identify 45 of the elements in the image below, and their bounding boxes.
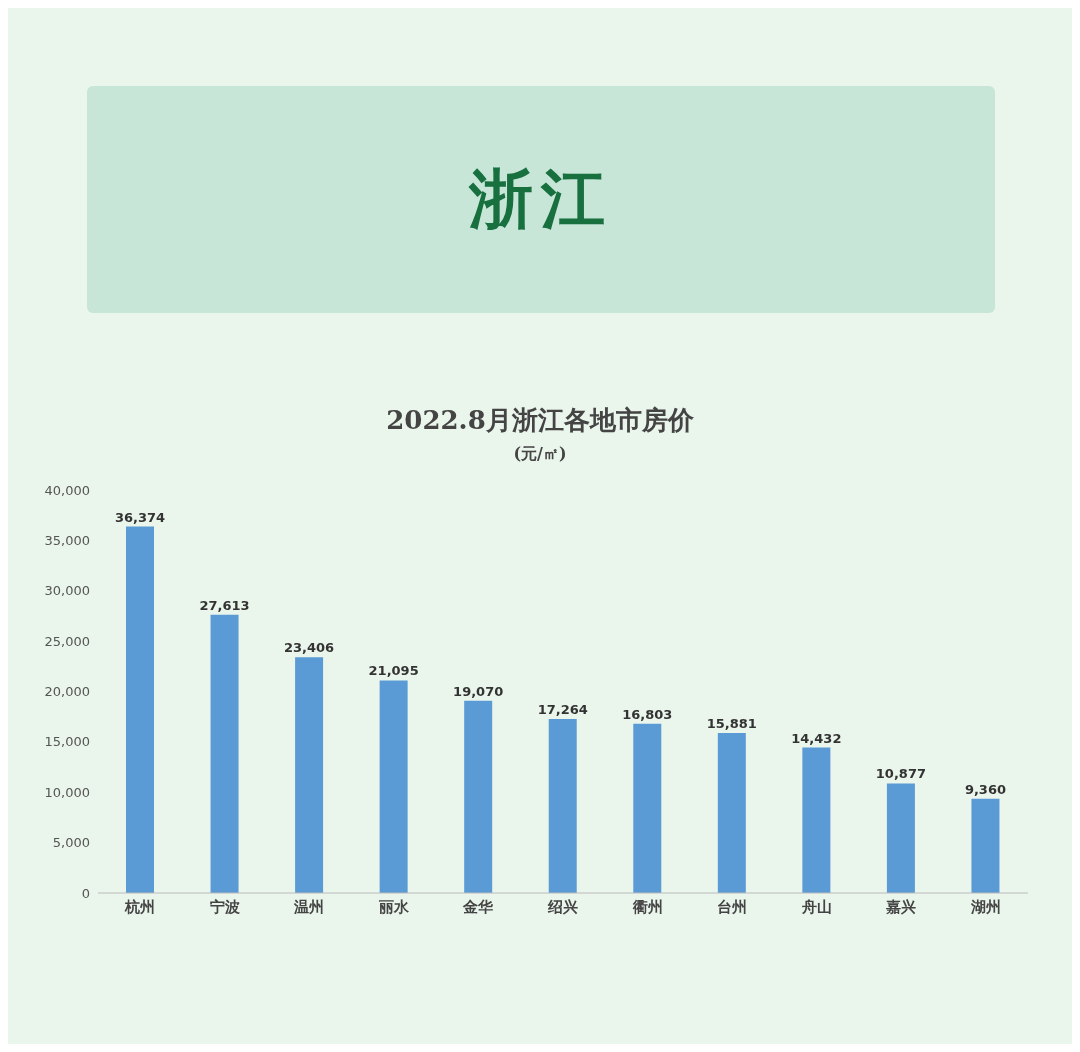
bar	[379, 680, 408, 893]
x-tick-label: 舟山	[800, 897, 832, 916]
bar	[548, 719, 577, 893]
bar	[802, 747, 831, 893]
text: (元/㎡)	[512, 444, 568, 465]
chart-title: 浙江	[469, 161, 613, 238]
x-tick-label: 台州	[717, 897, 748, 916]
data-label: 15,881	[706, 716, 757, 731]
x-tick-label: 金华	[462, 897, 495, 916]
bar	[295, 657, 324, 893]
y-tick-label: 15,000	[44, 734, 90, 750]
x-tick-label: 嘉兴	[886, 897, 917, 916]
x-tick-label: 丽水	[377, 897, 410, 916]
y-tick-label: 30,000	[44, 583, 90, 599]
data-label: 9,360	[964, 781, 1007, 797]
data-label: 14,432	[791, 730, 842, 746]
bar	[886, 783, 915, 893]
x-tick-label: 温州	[293, 897, 325, 916]
y-tick-label: 5,000	[52, 835, 90, 851]
bar	[633, 723, 662, 893]
data-label: 27,613	[199, 597, 250, 613]
y-tick-label: 40,000	[44, 482, 90, 498]
y-tick-label: 25,000	[44, 633, 90, 649]
bar	[971, 798, 1000, 893]
x-tick-label: 绍兴	[547, 897, 578, 916]
data-label: 10,877	[875, 766, 926, 782]
data-label: 21,095	[368, 663, 419, 679]
x-tick-label: 衢州	[631, 897, 663, 916]
bar	[210, 614, 239, 893]
x-tick-label: 湖州	[969, 897, 1001, 916]
data-label: 16,803	[622, 706, 673, 722]
y-tick-label: 35,000	[44, 532, 90, 548]
bar	[717, 733, 746, 893]
chart-subtitle: 2022.8月浙江各地市房价	[385, 404, 695, 437]
data-label: 19,070	[453, 683, 504, 699]
y-tick-label: 0	[81, 885, 90, 901]
x-tick-label: 杭州	[124, 897, 156, 916]
x-tick-label: 宁波	[209, 897, 240, 916]
y-tick-label: 20,000	[44, 684, 90, 700]
data-label: 23,406	[284, 640, 335, 656]
bar	[464, 700, 493, 893]
data-label: 17,264	[537, 702, 588, 718]
data-label: 36,374	[114, 509, 166, 525]
bar	[126, 526, 154, 893]
y-tick-label: 10,000	[44, 784, 90, 800]
